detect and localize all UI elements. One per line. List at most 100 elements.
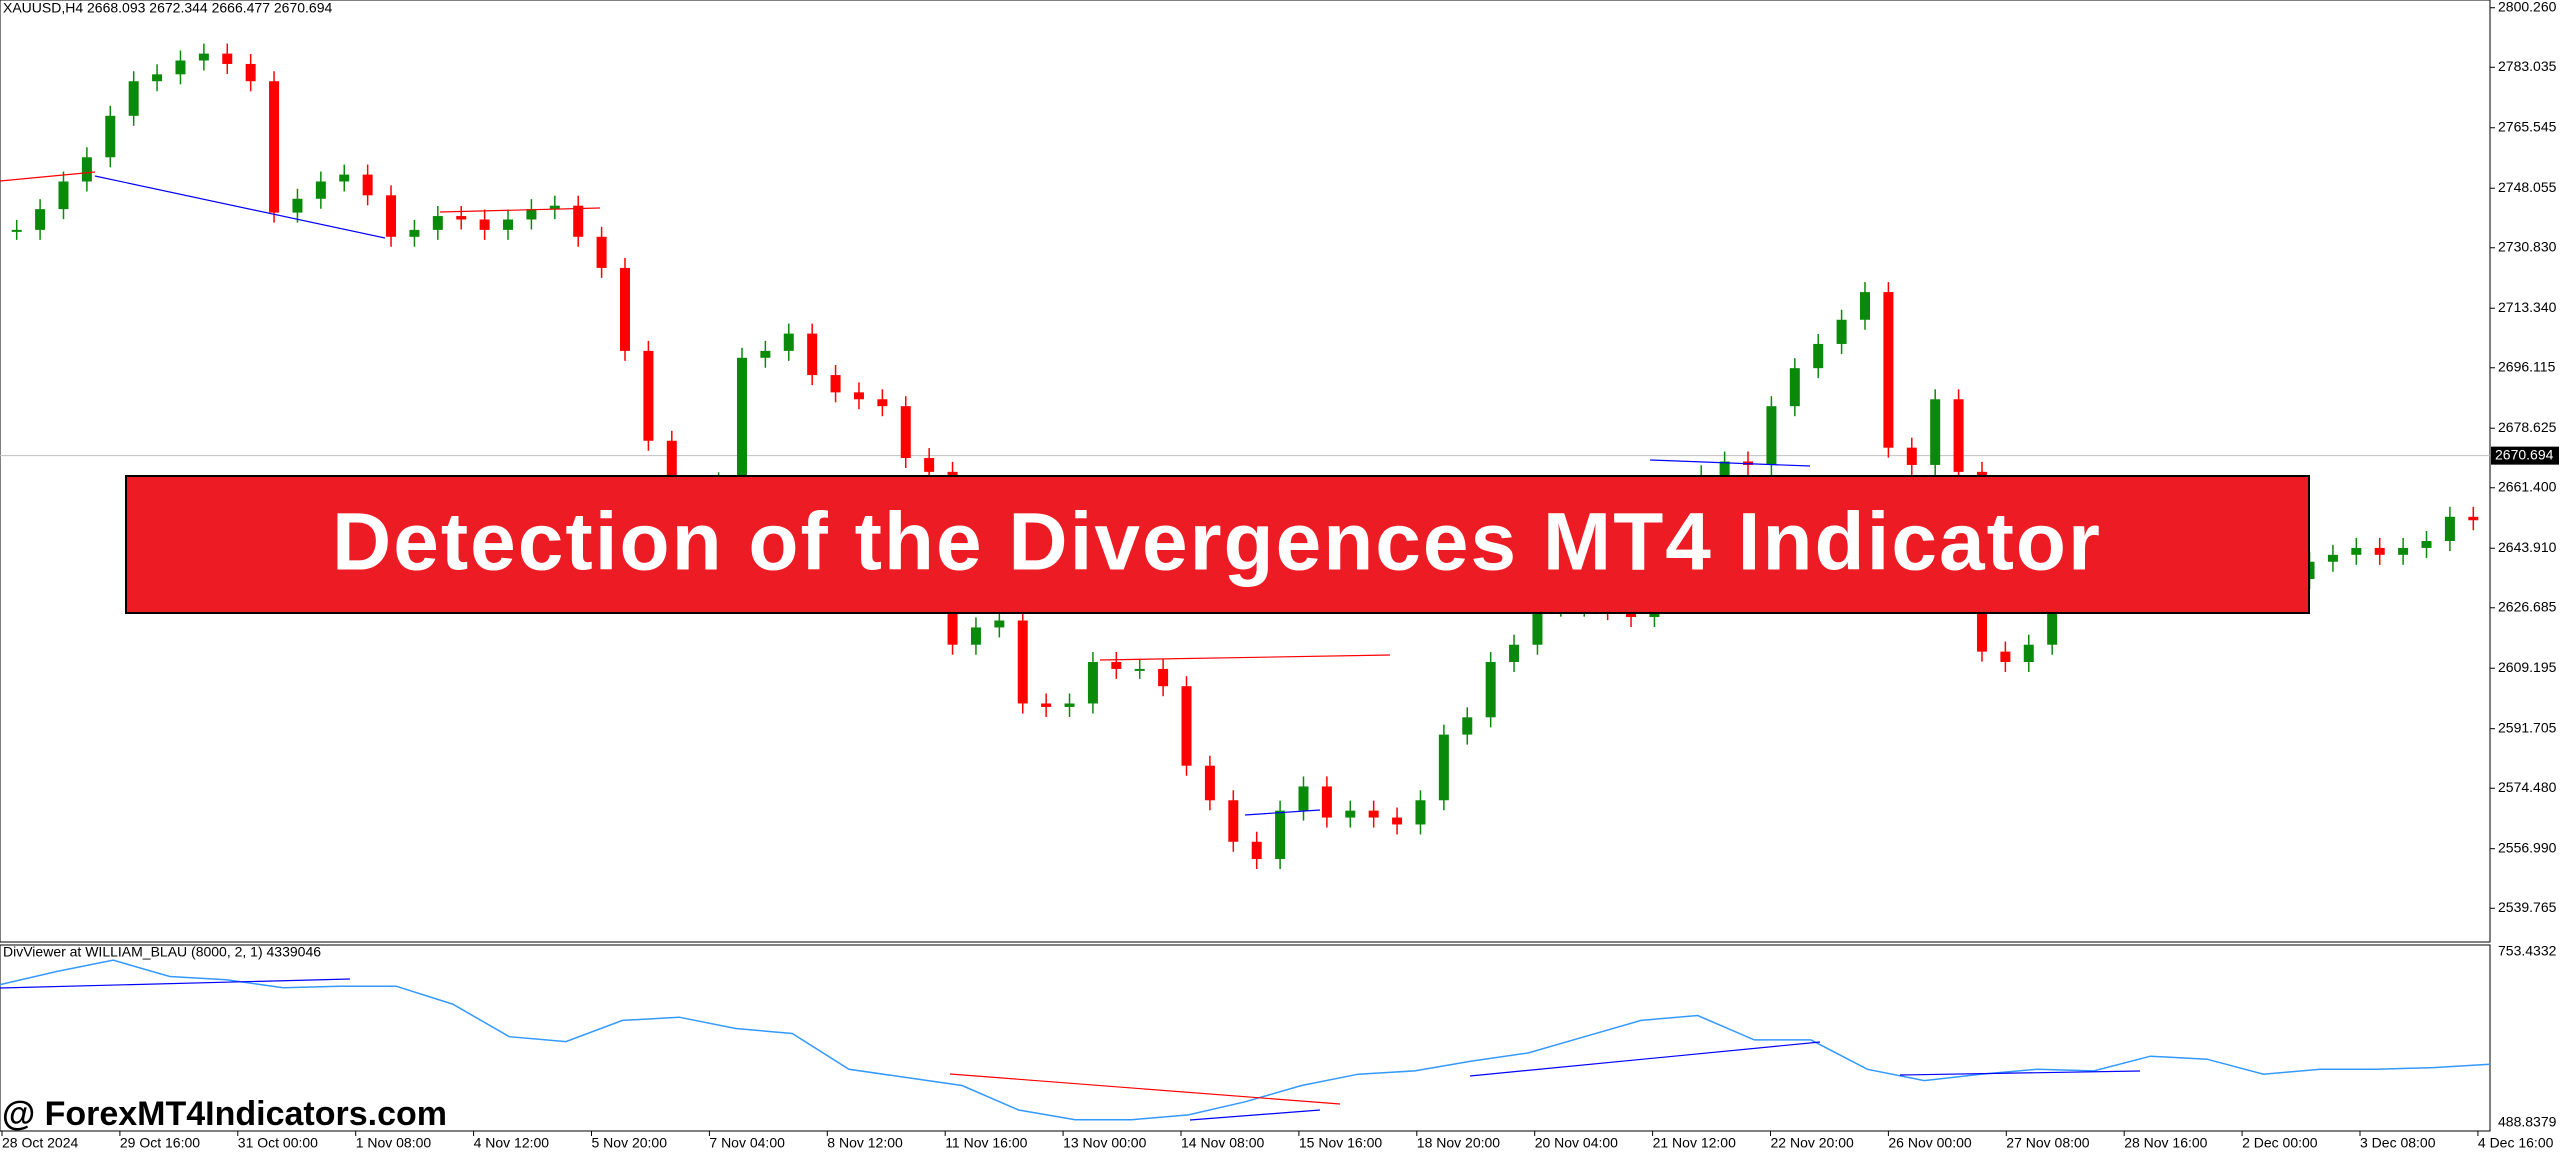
candle (409, 229, 420, 237)
divergence-line (1244, 809, 1321, 816)
candle (1415, 800, 1426, 825)
y-tick-label: 2713.340 (2498, 299, 2557, 315)
divergence-line (1899, 1070, 2141, 1076)
x-tick-label: 1 Nov 08:00 (356, 1135, 432, 1151)
candle (1041, 703, 1052, 707)
y-tick-label: 2591.705 (2498, 719, 2557, 735)
candle (2327, 554, 2338, 562)
candle (900, 406, 911, 459)
candle (11, 229, 22, 232)
candle (1532, 606, 1543, 645)
y-tick-label: 2574.480 (2498, 779, 2557, 795)
candle (1158, 668, 1169, 687)
candle (245, 63, 256, 82)
candle (1766, 406, 1777, 465)
candle (1298, 786, 1309, 811)
indicator-min-label: 488.8379 (2498, 1114, 2557, 1130)
candle (1228, 800, 1239, 842)
candle (1883, 292, 1894, 448)
x-tick-label: 4 Nov 12:00 (474, 1135, 550, 1151)
x-tick-label: 29 Oct 16:00 (120, 1135, 200, 1151)
candle (292, 198, 303, 213)
indicator-line (0, 959, 2491, 1121)
candle (2000, 651, 2011, 662)
candle (1485, 661, 1496, 718)
y-tick-label: 2661.400 (2498, 478, 2557, 494)
candle (1509, 644, 1520, 662)
x-tick-label: 22 Nov 20:00 (1771, 1135, 1854, 1151)
candle (1017, 620, 1028, 704)
watermark: @ ForexMT4Indicators.com (2, 1095, 447, 1133)
current-price-label: 2670.694 (2495, 446, 2554, 462)
main-pane (0, 0, 2491, 943)
candle (222, 53, 233, 64)
y-tick-label: 2730.830 (2498, 238, 2557, 254)
banner-title: Detection of the Divergences MT4 Indicat… (332, 497, 2102, 588)
candle (1860, 292, 1870, 320)
candle (877, 399, 888, 407)
candle (643, 350, 654, 441)
divergence-line (949, 1073, 1341, 1105)
candle (1321, 786, 1332, 818)
candle (456, 216, 467, 220)
candle (994, 620, 1005, 628)
candle (1789, 368, 1800, 407)
candle (1392, 817, 1403, 825)
x-tick-label: 31 Oct 00:00 (238, 1135, 318, 1151)
candle (2047, 589, 2058, 645)
candle (1813, 343, 1824, 369)
x-tick-label: 2 Dec 00:00 (2242, 1135, 2318, 1151)
x-tick-label: 15 Nov 16:00 (1299, 1135, 1382, 1151)
indicator-pane (0, 944, 2491, 1132)
candle (2444, 516, 2455, 542)
candle (1438, 734, 1449, 801)
candle (2023, 644, 2034, 662)
candle (596, 236, 607, 268)
x-tick-label: 5 Nov 20:00 (592, 1135, 668, 1151)
candle (479, 219, 490, 230)
candle (2374, 547, 2385, 555)
y-tick-label: 2800.260 (2498, 0, 2557, 14)
current-price-box (2491, 446, 2559, 465)
y-tick-label: 2783.035 (2498, 58, 2557, 74)
candle (58, 181, 69, 210)
candle (503, 219, 514, 230)
x-tick-label: 28 Nov 16:00 (2124, 1135, 2207, 1151)
candle (1134, 668, 1145, 671)
candle (105, 115, 116, 158)
candle (152, 74, 163, 82)
x-tick-label: 8 Nov 12:00 (827, 1135, 903, 1151)
y-tick-label: 2748.055 (2498, 179, 2557, 195)
candle (970, 627, 981, 645)
candle (2421, 541, 2432, 548)
candle (1906, 447, 1917, 465)
y-tick-label: 2678.625 (2498, 419, 2557, 435)
candle (2398, 547, 2409, 555)
x-tick-label: 13 Nov 00:00 (1063, 1135, 1146, 1151)
candle (666, 440, 677, 490)
x-tick-label: 28 Oct 2024 (2, 1135, 78, 1151)
candle (1345, 810, 1356, 818)
y-tick-label: 2643.910 (2498, 539, 2557, 555)
candle (1930, 399, 1941, 465)
candle (2468, 516, 2479, 521)
x-tick-label: 26 Nov 00:00 (1888, 1135, 1971, 1151)
y-tick-label: 2765.545 (2498, 118, 2557, 134)
y-tick-label: 2696.115 (2498, 358, 2556, 374)
candle (2351, 547, 2362, 555)
x-tick-label: 27 Nov 08:00 (2006, 1135, 2089, 1151)
divergence-line (0, 171, 96, 182)
x-tick-label: 4 Dec 16:00 (2478, 1135, 2554, 1151)
candle (573, 205, 584, 237)
divergence-line (0, 978, 351, 989)
y-tick-label: 2609.195 (2498, 659, 2557, 675)
candle (1064, 703, 1075, 707)
candle (807, 333, 818, 376)
candle (128, 81, 139, 116)
candle (736, 357, 747, 483)
divergence-line (1099, 654, 1391, 661)
candle (35, 209, 46, 230)
candle (526, 209, 537, 220)
